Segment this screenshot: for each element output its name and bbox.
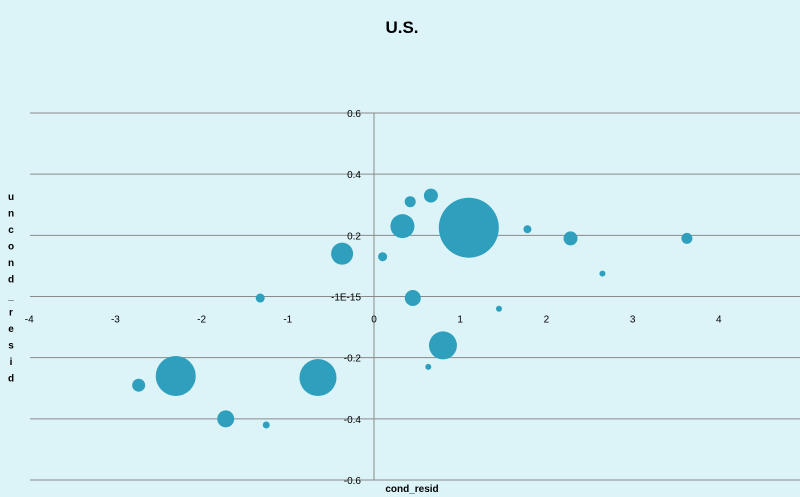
x-tick-label-2: -2	[197, 315, 206, 326]
data-point-8	[563, 231, 578, 246]
data-point-18	[599, 270, 606, 277]
y-tick-label-6: -0.6	[344, 476, 362, 487]
chart-title: U.S.	[385, 18, 418, 37]
data-point-7	[217, 410, 235, 428]
y-tick-label-4: -0.2	[344, 354, 362, 365]
x-tick-label-1: -3	[111, 315, 120, 326]
y-tick-label-0: 0.6	[347, 109, 361, 120]
y-label-char-3: o	[8, 242, 14, 253]
x-tick-label-3: -1	[283, 315, 292, 326]
data-point-5	[331, 242, 354, 265]
data-point-12	[404, 196, 416, 208]
x-axis-label: cond_resid	[385, 484, 438, 495]
data-point-11	[681, 232, 693, 244]
tick-labels: -4 -3 -2 -1 0 1 2 3 4 0.6 0.4 0.2 -1E-15 -0.2 -0.4 -0.6	[25, 109, 722, 487]
data-point-17	[495, 305, 502, 312]
y-label-char-4: n	[8, 258, 14, 269]
x-tick-label-5: 1	[457, 315, 463, 326]
data-point-19	[425, 363, 432, 370]
data-point-2	[299, 359, 337, 397]
y-label-char-7: r	[9, 308, 13, 319]
data-point-10	[132, 378, 146, 392]
data-point-13	[255, 293, 265, 303]
y-label-char-10: i	[10, 357, 13, 368]
data-point-3	[428, 331, 457, 360]
y-tick-label-5: -0.4	[344, 415, 362, 426]
data-point-6	[404, 290, 421, 307]
x-tick-label-7: 3	[630, 315, 636, 326]
y-label-char-8: e	[8, 324, 14, 335]
y-label-char-2: c	[8, 225, 14, 236]
x-tick-label-8: 4	[716, 315, 722, 326]
data-point-4	[390, 214, 415, 239]
data-point-0	[438, 197, 499, 258]
data-point-9	[423, 188, 438, 203]
y-tick-label-2: 0.2	[347, 231, 361, 242]
y-label-char-5: d	[8, 275, 14, 286]
data-points	[132, 188, 693, 429]
data-point-14	[378, 252, 388, 262]
x-tick-label-6: 2	[544, 315, 550, 326]
y-label-char-0: u	[8, 192, 14, 203]
y-tick-label-3: -1E-15	[331, 293, 361, 304]
data-point-16	[262, 421, 270, 429]
y-label-char-6: _	[7, 291, 14, 302]
data-point-1	[155, 356, 196, 397]
y-label-char-11: d	[8, 374, 14, 385]
gridlines	[30, 112, 800, 481]
data-point-15	[523, 225, 532, 234]
y-tick-label-1: 0.4	[347, 170, 361, 181]
x-tick-label-0: -4	[25, 315, 34, 326]
x-tick-label-4: 0	[371, 315, 377, 326]
y-label-char-1: n	[8, 209, 14, 220]
y-label-char-9: s	[8, 341, 14, 352]
